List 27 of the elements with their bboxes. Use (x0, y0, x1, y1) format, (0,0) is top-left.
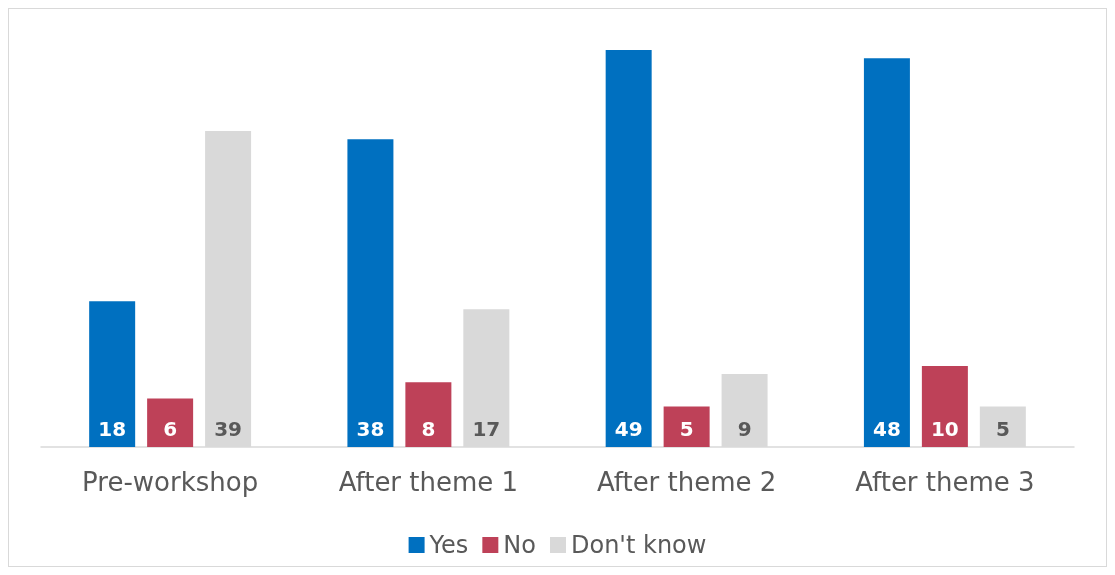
data-label: 9 (737, 417, 752, 441)
data-label: 18 (98, 417, 127, 441)
data-label: 38 (356, 417, 385, 441)
data-label: 6 (163, 417, 178, 441)
bar (89, 301, 136, 447)
data-label: 39 (214, 417, 243, 441)
data-label: 48 (872, 417, 901, 441)
data-label: 10 (930, 417, 959, 441)
data-label: 17 (472, 417, 501, 441)
bar (147, 398, 194, 447)
x-tick-label: After theme 2 (596, 467, 777, 497)
data-label: 5 (995, 417, 1010, 441)
x-tick-label: After theme 3 (855, 467, 1035, 497)
data-label: 49 (614, 417, 643, 441)
legend-label: Don't know (570, 531, 707, 559)
bar (405, 382, 452, 447)
x-tick-label: Pre-workshop (82, 467, 259, 497)
bar (863, 58, 910, 447)
legend-label: No (503, 531, 536, 559)
data-label: 5 (679, 417, 694, 441)
data-label: 8 (421, 417, 436, 441)
bar (605, 50, 652, 447)
x-tick-label: After theme 1 (338, 467, 519, 497)
bar (347, 139, 394, 447)
bar (921, 366, 968, 447)
bar (663, 406, 710, 447)
legend-label: Yes (428, 531, 469, 559)
